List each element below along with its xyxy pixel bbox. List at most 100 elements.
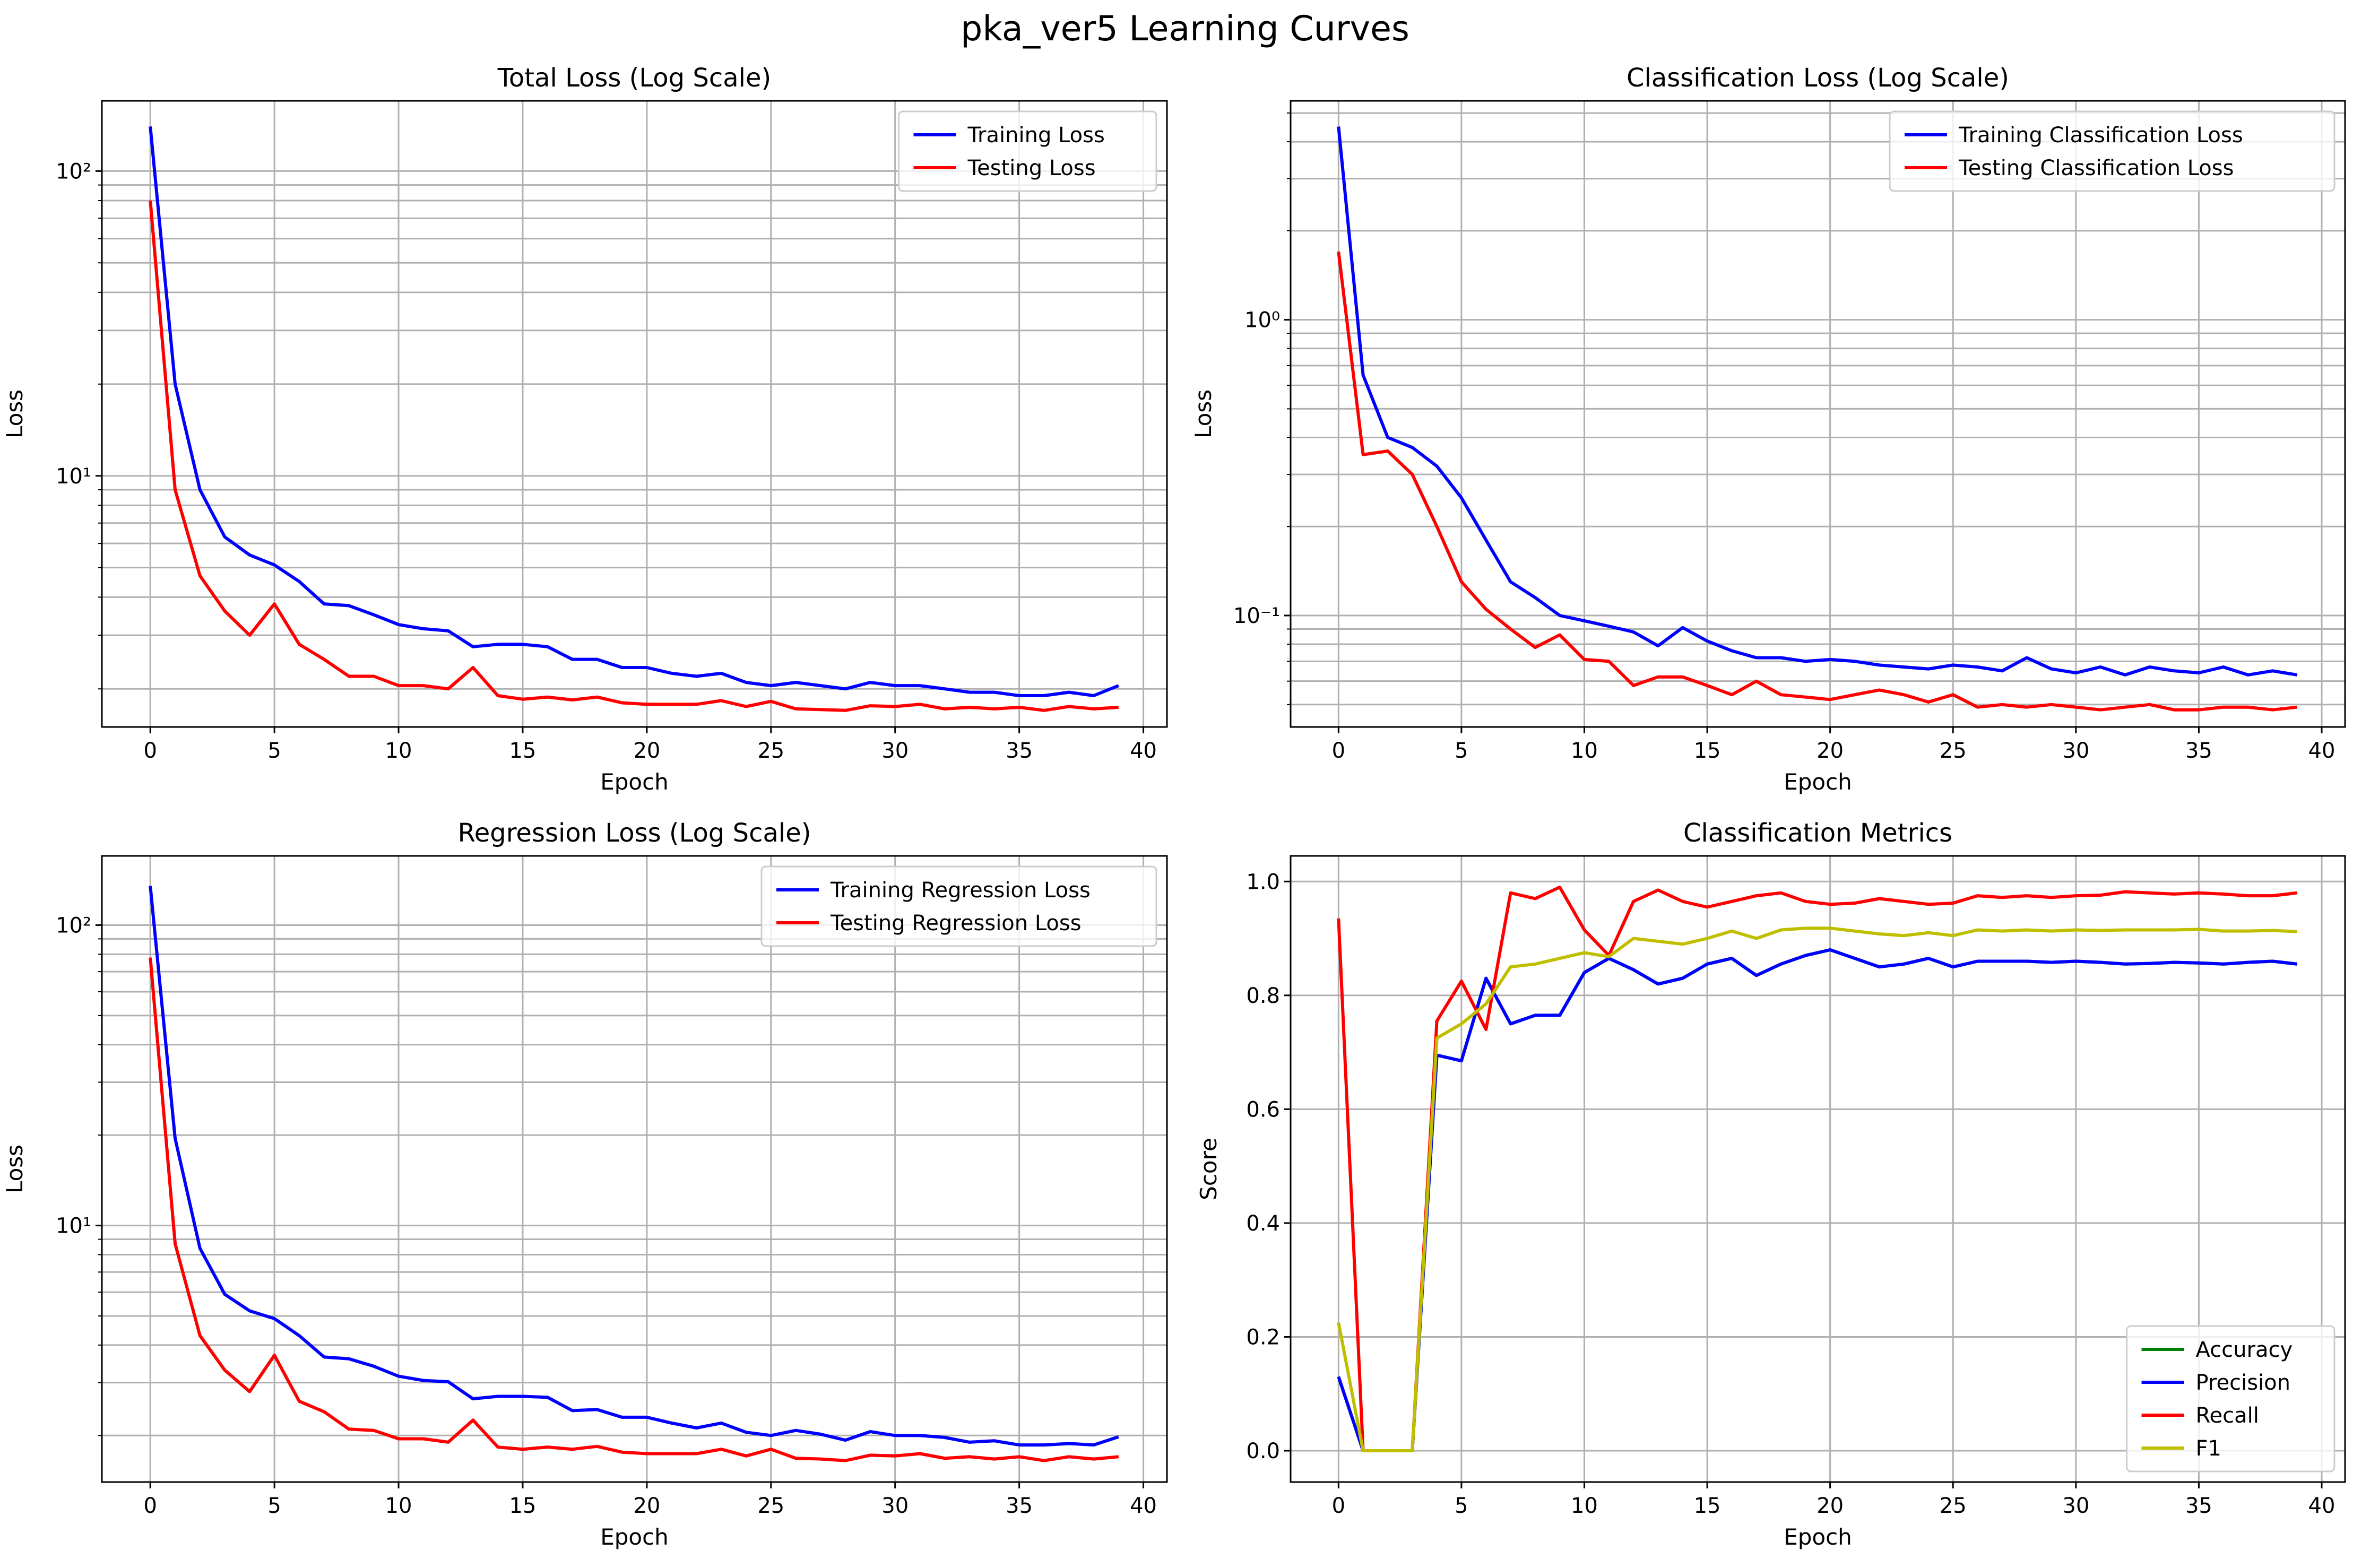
y-axis-label: Loss <box>1190 389 1216 438</box>
x-tick-label: 10 <box>385 739 412 763</box>
x-axis-label: Epoch <box>1784 1524 1852 1550</box>
chart-4: 0 5 10 15 20 25 30 35 40 0.0 0.2 0.4 0.6 0.8 1.0 Classi… <box>1196 818 2346 1550</box>
y-axis: 10¹ 10² <box>56 913 102 1436</box>
legend-label-training-loss: Training Loss <box>967 123 1105 148</box>
legend-box <box>760 865 1157 947</box>
x-tick-label: 15 <box>1694 1494 1721 1518</box>
grid <box>102 101 1167 727</box>
series-group <box>1337 126 2298 712</box>
x-tick-label: 35 <box>1006 739 1033 763</box>
plot-frame <box>1290 855 2346 1483</box>
series-line-training-regression-loss <box>149 886 1119 1447</box>
figure-title: pka_ver5 Learning Curves <box>961 9 1409 49</box>
plot-frame <box>1290 100 2346 728</box>
y-tick-label: 0.6 <box>1246 1097 1280 1122</box>
x-tick-label: 40 <box>1130 1494 1157 1518</box>
series-group <box>1337 886 2298 1452</box>
chart-title: Classification Loss (Log Scale) <box>1627 63 2009 93</box>
legend-label-recall: Recall <box>2196 1404 2259 1428</box>
series-line-recall <box>1337 886 2298 1452</box>
x-tick-label: 20 <box>1817 1494 1844 1518</box>
x-tick-label: 25 <box>757 1494 784 1518</box>
x-tick-label: 0 <box>1332 739 1345 763</box>
legend: Accuracy Precision Recall F1 <box>2126 1325 2336 1472</box>
grid <box>1291 101 2345 727</box>
legend-box <box>1889 110 2336 192</box>
x-tick-label: 30 <box>881 1494 909 1518</box>
y-tick-label: 1.0 <box>1246 870 1280 894</box>
charts: 0 5 10 15 20 25 30 35 40 10¹ 10² Total Loss (Log Sc… <box>2 63 2346 1550</box>
y-tick-label: 0.0 <box>1246 1439 1280 1463</box>
x-tick-label: 35 <box>1006 1494 1033 1518</box>
legend-label-testing-loss: Testing Loss <box>967 156 1096 180</box>
y-tick-label: 10⁻¹ <box>1233 604 1280 628</box>
chart-1: 0 5 10 15 20 25 30 35 40 10¹ 10² Total Loss (Log Sc… <box>2 63 1168 795</box>
y-tick-label: 0.8 <box>1246 984 1280 1008</box>
x-axis: 0 5 10 15 20 25 30 35 40 <box>144 1482 1157 1518</box>
x-tick-label: 35 <box>2185 739 2212 763</box>
plot-frame <box>101 855 1168 1483</box>
y-axis: 0.0 0.2 0.4 0.6 0.8 1.0 <box>1246 870 1291 1463</box>
legend-label-training-regression-loss: Training Regression Loss <box>830 878 1091 903</box>
legend-box <box>898 110 1157 192</box>
chart-title: Total Loss (Log Scale) <box>497 63 771 93</box>
y-tick-label: 0.2 <box>1246 1325 1280 1349</box>
y-tick-label: 10¹ <box>56 1214 91 1238</box>
grid <box>102 856 1167 1482</box>
x-tick-label: 20 <box>1817 739 1844 763</box>
series-line-testing-classification-loss <box>1337 251 2298 712</box>
x-tick-label: 5 <box>1455 1494 1468 1518</box>
legend: Training Regression Loss Testing Regressi… <box>760 865 1157 947</box>
chart-title: Regression Loss (Log Scale) <box>458 818 811 848</box>
legend-label-precision: Precision <box>2196 1371 2290 1395</box>
series-line-precision <box>1337 948 2298 1452</box>
x-tick-label: 0 <box>144 1494 157 1518</box>
x-tick-label: 25 <box>1940 739 1967 763</box>
y-tick-label: 10² <box>56 159 91 184</box>
y-axis: 10⁻¹ 10⁰ <box>1233 112 1291 705</box>
series-line-testing-loss <box>149 200 1119 712</box>
x-tick-label: 25 <box>1940 1494 1967 1518</box>
x-axis-label: Epoch <box>1784 769 1852 795</box>
x-tick-label: 15 <box>1694 739 1721 763</box>
x-axis-label: Epoch <box>600 769 669 795</box>
y-axis: 10¹ 10² <box>56 159 102 690</box>
series-group <box>149 886 1119 1462</box>
x-tick-label: 5 <box>1455 739 1468 763</box>
legend: Training Classification Loss Testing Clas… <box>1889 110 2336 192</box>
legend-label-f1: F1 <box>2196 1436 2221 1461</box>
y-axis-label: Loss <box>2 389 28 438</box>
series-line-testing-regression-loss <box>149 957 1119 1462</box>
x-axis-label: Epoch <box>600 1524 669 1550</box>
x-tick-label: 5 <box>267 739 281 763</box>
series-line-training-loss <box>149 126 1119 697</box>
x-tick-label: 30 <box>881 739 909 763</box>
y-tick-label: 10⁰ <box>1244 308 1280 333</box>
legend-label-training-classification-loss: Training Classification Loss <box>1958 123 2243 148</box>
x-tick-label: 0 <box>144 739 157 763</box>
x-axis: 0 5 10 15 20 25 30 35 40 <box>144 727 1157 763</box>
x-tick-label: 10 <box>385 1494 412 1518</box>
chart-3: 0 5 10 15 20 25 30 35 40 10¹ 10² Regression Loss (L… <box>2 818 1168 1550</box>
y-tick-label: 0.4 <box>1246 1211 1280 1236</box>
series-group <box>149 126 1119 712</box>
y-axis-label: Score <box>1196 1138 1222 1200</box>
y-tick-label: 10² <box>56 913 91 938</box>
legend-label-accuracy: Accuracy <box>2196 1338 2293 1362</box>
chart-title: Classification Metrics <box>1683 818 1952 848</box>
x-tick-label: 35 <box>2185 1494 2212 1518</box>
legend-label-testing-regression-loss: Testing Regression Loss <box>830 911 1082 935</box>
x-tick-label: 40 <box>2308 739 2336 763</box>
x-tick-label: 15 <box>509 1494 537 1518</box>
y-tick-label: 10¹ <box>56 464 91 489</box>
y-axis-label: Loss <box>2 1145 28 1193</box>
x-axis: 0 5 10 15 20 25 30 35 40 <box>1332 727 2336 763</box>
series-line-f1 <box>1337 926 2297 1452</box>
x-tick-label: 30 <box>2062 739 2089 763</box>
x-tick-label: 40 <box>1130 739 1157 763</box>
legend-label-testing-classification-loss: Testing Classification Loss <box>1958 156 2234 180</box>
legend-box <box>2126 1325 2336 1472</box>
x-tick-label: 10 <box>1571 739 1598 763</box>
